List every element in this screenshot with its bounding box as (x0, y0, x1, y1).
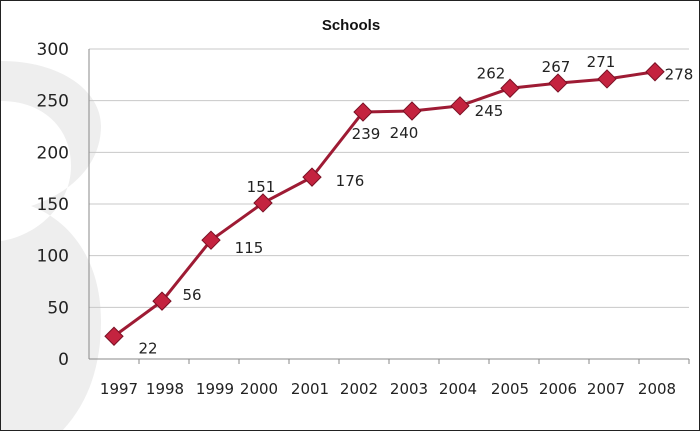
x-tick-label: 2006 (539, 380, 577, 398)
y-tick-label: 300 (37, 40, 69, 60)
chart-title: Schools (321, 17, 381, 34)
data-label: 262 (477, 64, 506, 82)
data-label: 115 (235, 239, 264, 257)
data-label: 271 (587, 53, 616, 71)
data-label: 240 (390, 124, 419, 142)
data-label: 245 (475, 102, 504, 120)
x-tick-label: 1999 (196, 380, 234, 398)
data-point (548, 73, 568, 93)
x-tick-label: 2005 (491, 380, 529, 398)
data-point (645, 62, 665, 82)
data-label: 151 (247, 178, 276, 196)
x-tick-label: 2000 (240, 380, 278, 398)
data-point (201, 230, 221, 250)
data-label: 267 (542, 58, 571, 76)
data-point (500, 78, 520, 98)
data-point (152, 291, 172, 311)
data-point (597, 69, 617, 89)
x-tick-label: 2003 (390, 380, 428, 398)
data-point (302, 167, 322, 187)
data-point (253, 193, 273, 213)
data-point (353, 102, 373, 122)
data-label: 278 (665, 66, 694, 84)
y-tick-label: 100 (37, 247, 69, 267)
x-tick-label: 2004 (439, 380, 477, 398)
x-tick-label: 1997 (100, 380, 138, 398)
data-point (104, 326, 124, 346)
data-point (450, 96, 470, 116)
data-label: 176 (336, 172, 365, 190)
x-tick-label: 1998 (146, 380, 184, 398)
y-tick-label: 250 (37, 92, 69, 112)
y-tick-label: 0 (58, 350, 69, 370)
data-label: 56 (182, 286, 201, 304)
y-tick-label: 200 (37, 143, 69, 163)
data-label: 22 (138, 339, 157, 357)
x-tick-label: 2008 (638, 380, 676, 398)
x-tick-label: 2001 (291, 380, 329, 398)
data-label: 239 (352, 125, 381, 143)
watermark-shape (1, 61, 101, 430)
y-tick-label: 50 (47, 298, 69, 318)
x-tick-label: 2002 (340, 380, 378, 398)
data-point (402, 101, 422, 121)
x-tick-label: 2007 (587, 380, 625, 398)
y-tick-label: 150 (37, 195, 69, 215)
